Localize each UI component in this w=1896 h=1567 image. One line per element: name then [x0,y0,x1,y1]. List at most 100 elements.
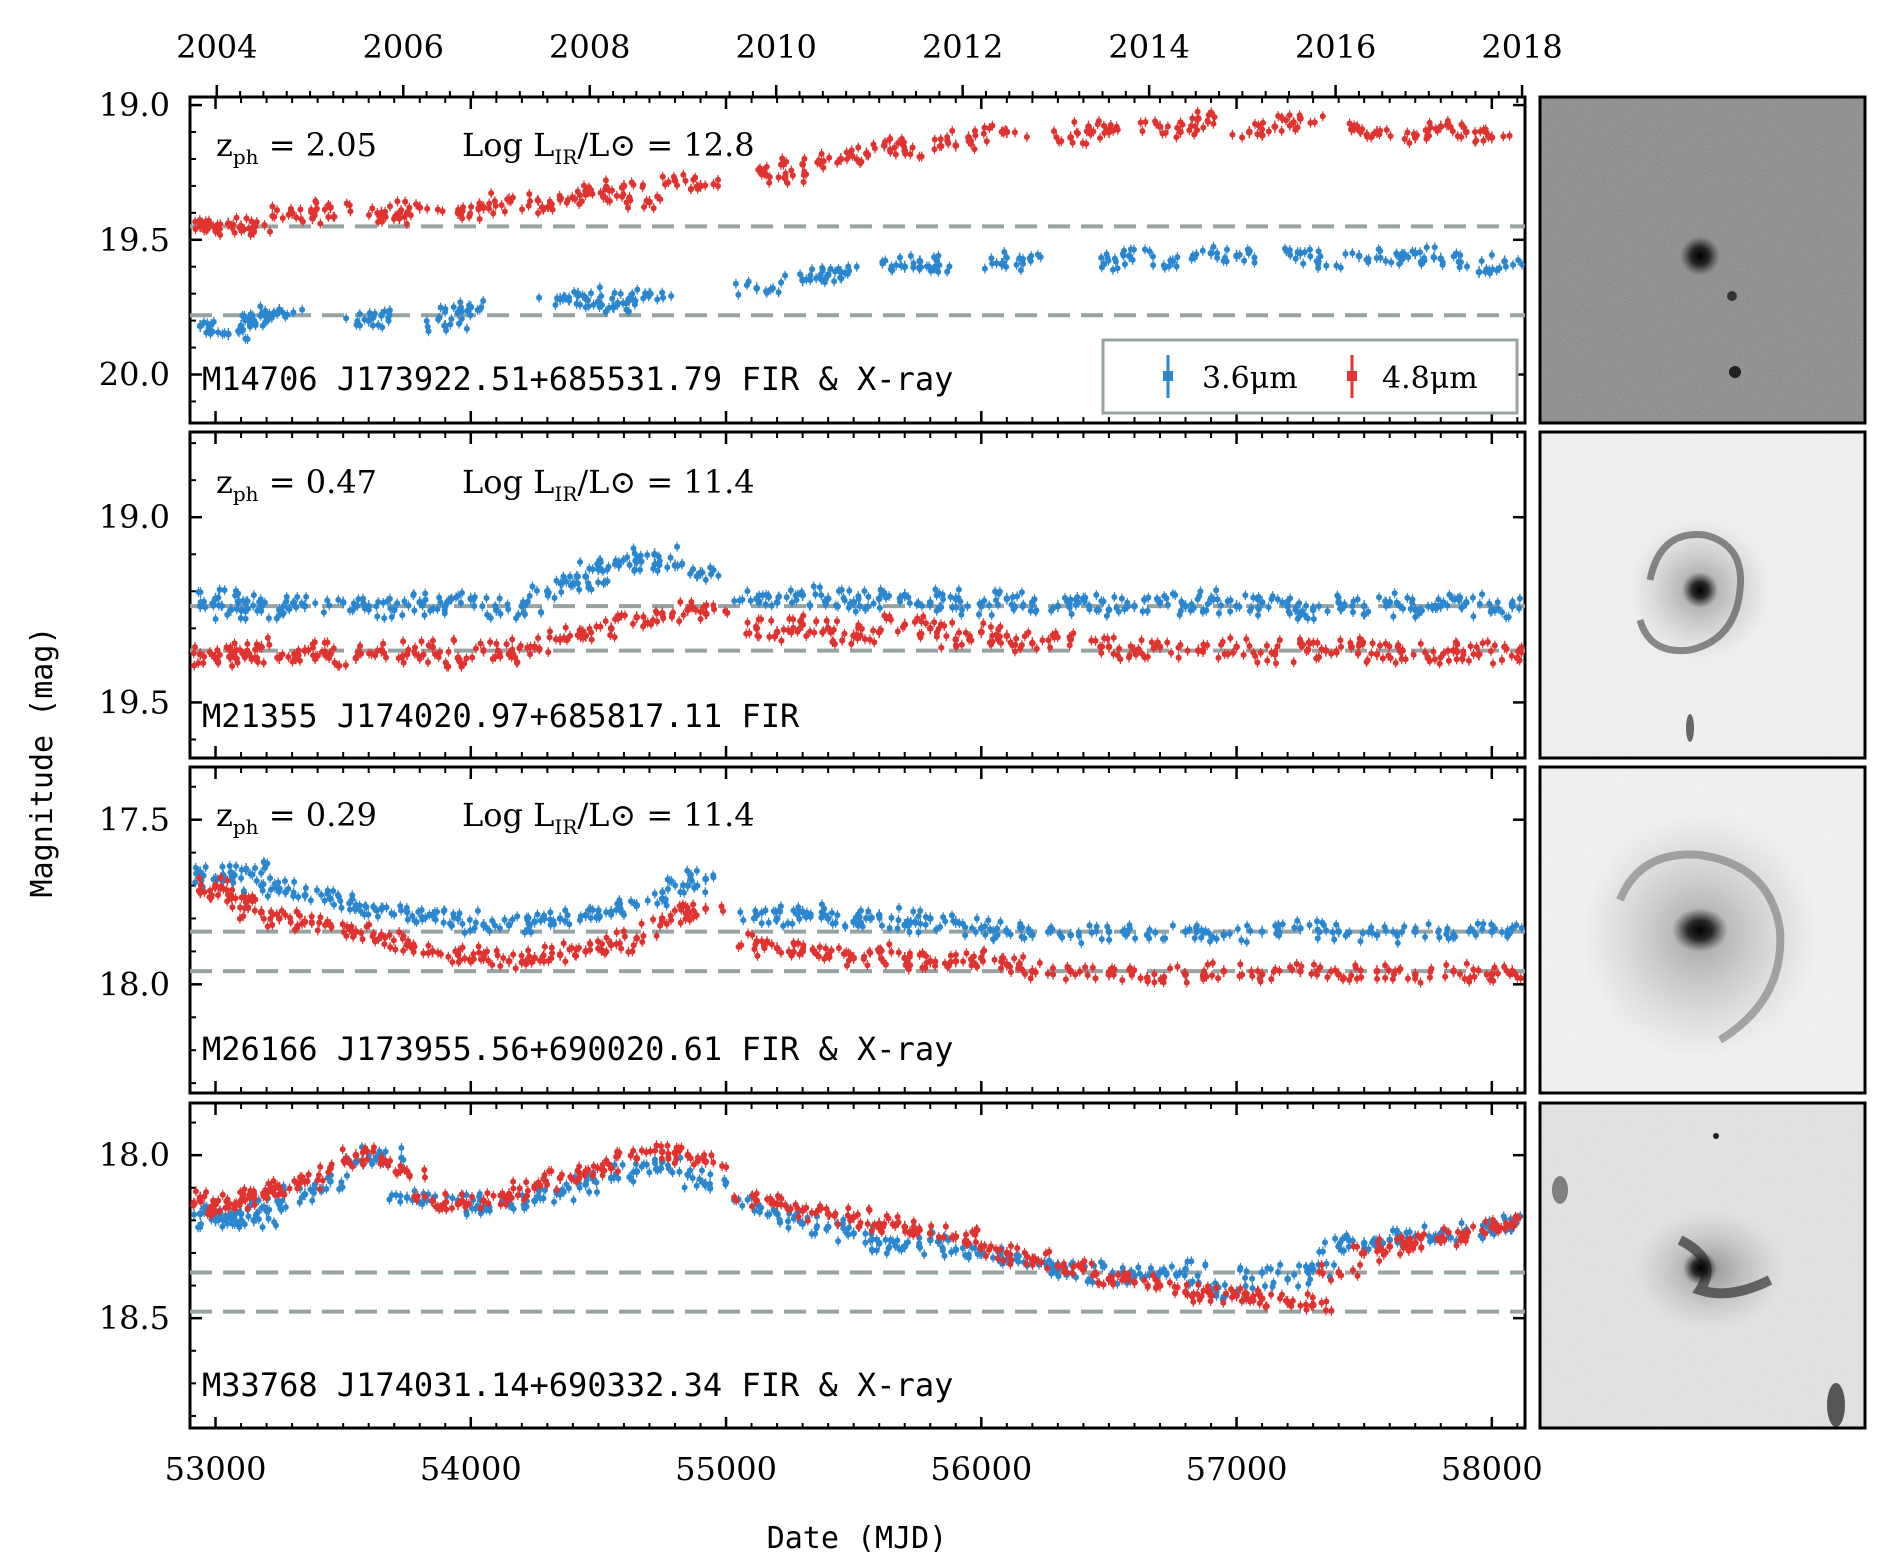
data-point [243,215,250,222]
data-point [1303,602,1310,609]
data-point [498,202,505,209]
data-point [1141,596,1148,603]
data-point [1214,596,1221,603]
data-point [952,642,959,649]
data-point [263,318,270,325]
data-point [763,171,770,178]
data-point [840,594,847,601]
data-point [1453,647,1460,654]
data-point [1373,650,1381,658]
data-point [1021,935,1028,942]
data-point [598,302,605,309]
data-point [227,606,235,614]
data-point [1078,940,1085,947]
data-point [365,211,372,218]
data-point [537,609,544,616]
data-point [1355,252,1363,260]
data-point [1421,254,1428,261]
data-point [1453,656,1460,663]
data-point [266,641,273,648]
data-point [944,134,951,141]
data-point [798,617,805,624]
data-point [826,154,833,161]
data-point [463,655,470,662]
panel-2: 19.0 19.5 zph = 0.47 Log LIR/L⊙ = 11.4 M2… [99,430,1527,760]
data-point [865,908,872,915]
data-point [309,641,316,648]
data-point [1454,133,1461,140]
data-point [1465,657,1472,664]
data-point [256,599,263,606]
data-point [204,225,211,232]
data-point [489,917,496,924]
data-point [702,576,709,583]
panel-2-luminosity: Log LIR/L⊙ = 11.4 [462,463,755,506]
data-point [425,328,432,335]
data-point [604,578,611,585]
data-point [254,644,261,651]
data-point [1150,262,1157,269]
data-point [192,879,199,886]
data-point [945,140,952,147]
data-point [562,624,569,631]
data-point [450,304,457,311]
data-point [458,315,465,322]
data-point [223,644,230,651]
data-point [360,600,367,607]
data-point [236,598,243,605]
data-point [380,640,387,647]
data-point [628,179,635,186]
data-point [598,293,605,300]
data-point [997,640,1004,647]
data-point [665,179,672,186]
data-point [1472,138,1479,145]
data-point [1007,931,1014,938]
data-point [317,220,324,227]
data-point [1437,123,1445,131]
data-point [933,257,940,264]
data-point [1224,598,1231,605]
data-point [806,628,813,635]
data-point [755,616,762,623]
data-point [858,158,865,165]
data-point [235,590,242,597]
data-point [845,263,852,270]
data-point [1092,637,1099,644]
data-point [956,629,963,636]
data-point [822,601,829,608]
data-point [471,602,478,609]
data-point [564,912,571,919]
data-point [1279,599,1286,606]
data-point [1446,591,1453,598]
data-point [625,308,632,315]
data-point [664,886,671,893]
data-point [346,202,353,209]
data-point [715,176,722,183]
data-point [423,318,430,325]
data-point [674,562,681,569]
data-point [854,635,861,642]
data-point [944,268,951,275]
data-point [312,600,319,607]
panel-3-content: 17.5 18.0 [99,767,1525,1093]
data-point [895,140,902,147]
data-point [585,906,592,913]
data-point [640,613,647,620]
data-point [810,583,817,590]
data-point [1087,130,1094,137]
data-point [381,650,388,657]
data-point [1445,122,1452,129]
data-point [918,602,925,609]
data-point [937,924,944,931]
data-point [415,652,422,659]
data-point [1319,113,1326,120]
data-point [371,310,378,317]
data-point [1214,254,1221,261]
data-point [766,633,773,640]
data-point [497,610,504,617]
data-point [390,606,398,614]
data-point [283,593,290,600]
data-point [834,912,841,919]
data-point [588,636,595,643]
data-point [1164,639,1171,646]
